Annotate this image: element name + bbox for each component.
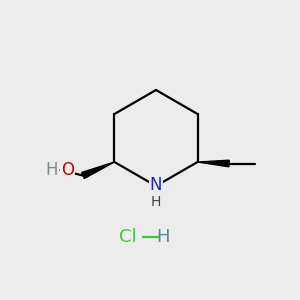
- Polygon shape: [82, 162, 114, 178]
- Text: H: H: [46, 161, 58, 179]
- Text: Cl: Cl: [119, 228, 136, 246]
- Text: O: O: [61, 161, 74, 179]
- Text: H: H: [157, 228, 170, 246]
- Polygon shape: [198, 160, 229, 167]
- Text: H: H: [151, 196, 161, 209]
- Text: N: N: [150, 176, 162, 194]
